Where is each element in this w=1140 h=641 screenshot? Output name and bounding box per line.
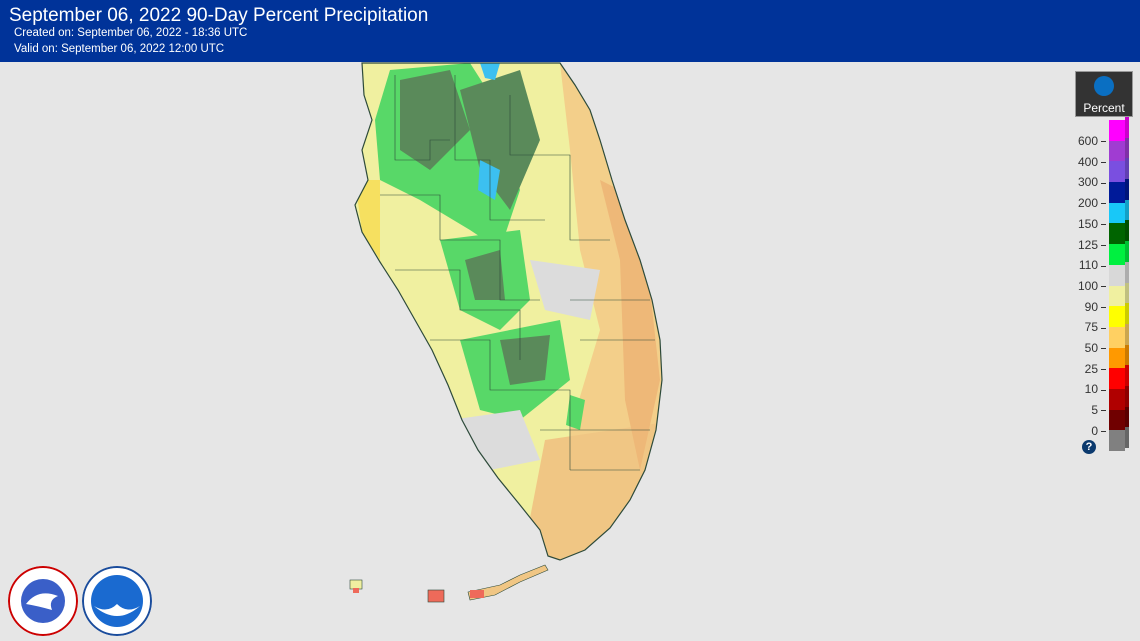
legend-tick-label: 110 (1064, 258, 1106, 272)
legend-tick-label: 75 (1064, 320, 1106, 334)
legend-swatch (1109, 264, 1125, 286)
legend-tick-label: 50 (1064, 341, 1106, 355)
legend-swatch (1109, 223, 1125, 245)
legend-header: Percent (1075, 71, 1133, 117)
legend-tick-label: 10 (1064, 382, 1106, 396)
legend-tick-label: 125 (1064, 238, 1106, 252)
noaa-logo (82, 566, 152, 636)
legend-swatch (1109, 161, 1125, 183)
legend-swatch (1109, 388, 1125, 410)
legend-color-bar (1109, 120, 1125, 451)
legend-tick-label: 200 (1064, 196, 1106, 210)
legend-tick-label: 400 (1064, 155, 1106, 169)
legend-swatch (1109, 182, 1125, 203)
legend-swatch (1109, 430, 1125, 451)
nws-logo (8, 566, 78, 636)
county-boundaries (380, 75, 655, 471)
legend-swatch (1109, 368, 1125, 389)
legend-swatch (1109, 306, 1125, 327)
legend-tick-label: 150 (1064, 217, 1106, 231)
legend-tick-label: 600 (1064, 134, 1106, 148)
legend-swatch (1109, 140, 1125, 162)
legend-swatch (1109, 202, 1125, 224)
legend-tick-label: 90 (1064, 300, 1106, 314)
header-banner: September 06, 2022 90-Day Percent Precip… (0, 0, 1140, 62)
legend-swatch (1109, 326, 1125, 348)
legend-swatch (1109, 347, 1125, 369)
legend-swatch (1109, 409, 1125, 431)
valid-timestamp: Valid on: September 06, 2022 12:00 UTC (14, 43, 225, 55)
legend-swatch (1109, 120, 1125, 141)
legend-swatch (1109, 285, 1125, 307)
legend-tick-label: 25 (1064, 362, 1106, 376)
map-title: September 06, 2022 90-Day Percent Precip… (9, 5, 429, 26)
legend-tick-label: 5 (1064, 403, 1106, 417)
legend-title: Percent (1083, 101, 1125, 115)
help-icon[interactable]: ? (1082, 440, 1096, 454)
legend-tick-label: 100 (1064, 279, 1106, 293)
created-timestamp: Created on: September 06, 2022 - 18:36 U… (14, 27, 248, 39)
legend-tick-label: 0 (1064, 424, 1106, 438)
noaa-icon (1094, 76, 1114, 96)
legend-tick-label: 300 (1064, 175, 1106, 189)
precipitation-map[interactable] (0, 62, 1060, 641)
legend-swatch (1109, 244, 1125, 265)
florida-keys (349, 564, 549, 603)
